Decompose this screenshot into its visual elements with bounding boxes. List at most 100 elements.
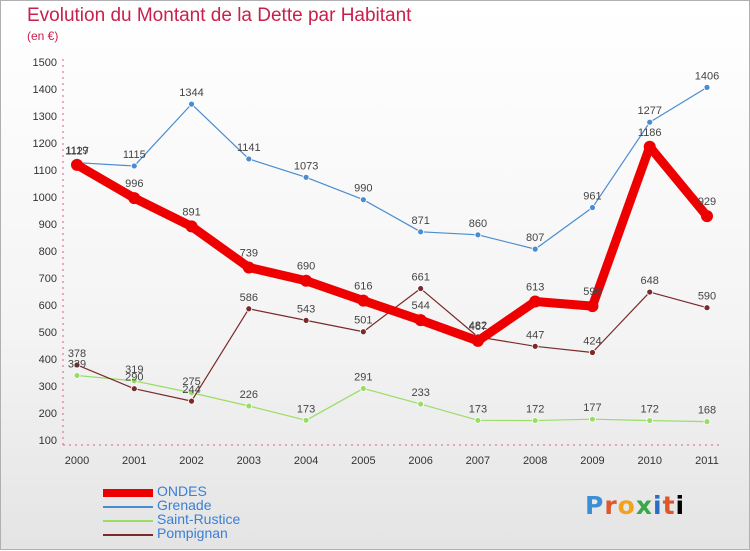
data-label: 172 bbox=[641, 404, 659, 416]
legend-label-ondes: ONDES bbox=[157, 483, 207, 499]
data-point bbox=[531, 342, 539, 350]
data-point bbox=[643, 140, 656, 153]
data-label: 291 bbox=[354, 371, 372, 383]
data-label: 891 bbox=[182, 206, 200, 218]
x-tick-label: 2007 bbox=[466, 455, 490, 467]
data-point bbox=[586, 300, 599, 313]
data-point bbox=[589, 204, 596, 211]
data-label: 378 bbox=[68, 348, 86, 360]
data-labels: 339 319 275 226 173 291 233 173 172 177 172 168 1127… bbox=[65, 70, 719, 416]
data-label: 586 bbox=[240, 292, 258, 304]
data-label: 226 bbox=[240, 389, 258, 401]
data-point bbox=[359, 328, 367, 336]
data-point bbox=[300, 274, 313, 287]
y-tick-label: 1400 bbox=[33, 84, 57, 96]
series-line-pompignan bbox=[76, 287, 708, 402]
data-point bbox=[646, 118, 654, 126]
x-tick-label: 2010 bbox=[637, 455, 661, 467]
data-point bbox=[71, 158, 83, 171]
y-tick-label: 1000 bbox=[33, 192, 57, 204]
data-label: 173 bbox=[297, 403, 315, 415]
data-point bbox=[302, 316, 310, 324]
y-tick-label: 1300 bbox=[33, 111, 57, 123]
data-label: 544 bbox=[411, 300, 429, 312]
data-point bbox=[188, 389, 195, 397]
data-point bbox=[703, 83, 711, 91]
data-point bbox=[302, 173, 310, 181]
data-label: 1115 bbox=[123, 149, 146, 161]
data-point bbox=[357, 294, 370, 307]
data-point bbox=[245, 402, 253, 410]
y-tick-label: 1500 bbox=[33, 57, 57, 69]
data-label: 860 bbox=[469, 218, 487, 230]
x-tick-label: 2009 bbox=[580, 455, 604, 467]
data-label: 168 bbox=[698, 405, 716, 417]
x-tick-label: 2003 bbox=[237, 455, 261, 467]
data-label: 467 bbox=[469, 321, 487, 333]
data-label: 590 bbox=[698, 291, 716, 303]
data-label: 690 bbox=[297, 261, 315, 273]
data-point bbox=[128, 192, 141, 205]
data-point bbox=[531, 417, 539, 424]
data-label: 596 bbox=[583, 286, 601, 298]
data-label: 319 bbox=[125, 364, 143, 376]
data-label: 543 bbox=[297, 303, 315, 315]
data-point bbox=[703, 304, 711, 312]
data-label: 173 bbox=[469, 403, 487, 415]
data-label: 961 bbox=[583, 191, 601, 203]
legend-label-saint-rustice: Saint-Rustice bbox=[157, 511, 241, 527]
y-tick-label: 800 bbox=[39, 246, 57, 258]
y-tick-label: 400 bbox=[39, 354, 57, 366]
data-label: 447 bbox=[526, 329, 544, 341]
series-lines bbox=[71, 83, 713, 426]
data-point bbox=[646, 417, 654, 424]
data-point bbox=[73, 372, 81, 379]
data-point bbox=[359, 196, 367, 204]
y-tick-label: 100 bbox=[39, 435, 57, 447]
legend-label-grenade: Grenade bbox=[157, 497, 212, 513]
data-point bbox=[130, 162, 138, 170]
data-label: 290 bbox=[125, 372, 143, 384]
data-point bbox=[589, 415, 596, 423]
data-label: 501 bbox=[354, 315, 372, 327]
data-label: 482 bbox=[469, 320, 487, 332]
series-line-ondes bbox=[72, 142, 712, 346]
data-label: 648 bbox=[641, 275, 659, 287]
data-point bbox=[245, 305, 253, 313]
data-point bbox=[302, 416, 310, 424]
y-tick-label: 300 bbox=[39, 381, 57, 393]
data-point bbox=[359, 385, 367, 392]
chart-title: Evolution du Montant de la Dette par Hab… bbox=[27, 5, 412, 26]
x-tick-label: 2000 bbox=[65, 455, 89, 467]
legend-swatch-saint-rustice bbox=[103, 520, 153, 522]
x-tick-label: 2005 bbox=[351, 455, 375, 467]
data-label: 1186 bbox=[638, 127, 662, 139]
data-label: 1406 bbox=[695, 70, 719, 82]
legend-swatch-grenade bbox=[103, 506, 153, 508]
legend-swatch-ondes bbox=[103, 489, 153, 497]
y-tick-label: 500 bbox=[39, 327, 57, 339]
data-label: 1277 bbox=[637, 105, 661, 117]
data-label: 929 bbox=[698, 196, 716, 208]
data-point bbox=[414, 314, 427, 327]
x-tick-label: 2008 bbox=[523, 455, 547, 467]
data-label: 1344 bbox=[179, 87, 203, 99]
x-tick-label: 2004 bbox=[294, 455, 318, 467]
y-tick-label: 1200 bbox=[33, 138, 57, 150]
data-point bbox=[188, 100, 195, 108]
data-label: 339 bbox=[68, 358, 86, 370]
data-point bbox=[188, 397, 195, 405]
data-label: 613 bbox=[526, 281, 544, 293]
data-label: 616 bbox=[354, 281, 372, 293]
data-label: 1073 bbox=[294, 160, 318, 172]
data-point bbox=[646, 288, 654, 296]
data-label: 739 bbox=[240, 247, 258, 259]
data-point bbox=[589, 349, 596, 356]
data-point bbox=[703, 418, 711, 426]
x-tick-label: 2011 bbox=[695, 455, 719, 467]
data-point bbox=[417, 400, 425, 408]
y-tick-label: 600 bbox=[39, 300, 57, 312]
data-point bbox=[185, 220, 198, 233]
data-label: 1119 bbox=[66, 145, 89, 157]
